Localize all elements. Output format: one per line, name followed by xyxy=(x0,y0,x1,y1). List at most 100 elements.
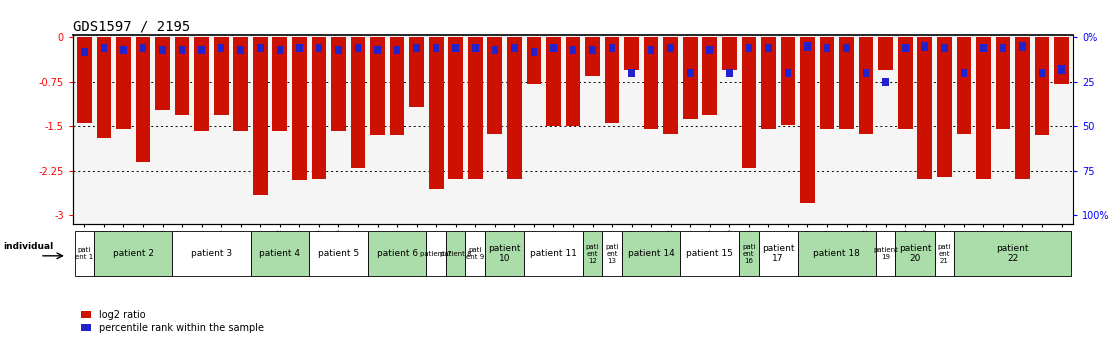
Bar xyxy=(312,38,326,179)
Text: patient
10: patient 10 xyxy=(489,244,521,263)
Bar xyxy=(511,44,518,52)
Bar xyxy=(172,231,250,276)
Bar xyxy=(759,231,798,276)
Bar xyxy=(195,38,209,131)
Bar xyxy=(508,38,522,179)
Bar xyxy=(741,38,756,168)
Bar xyxy=(644,38,659,129)
Text: patient
19: patient 19 xyxy=(873,247,898,260)
Bar xyxy=(875,231,896,276)
Bar xyxy=(624,38,638,70)
Bar xyxy=(622,231,681,276)
Bar xyxy=(179,46,186,54)
Bar xyxy=(683,38,698,119)
Bar xyxy=(331,38,345,131)
Bar xyxy=(433,44,439,52)
Bar xyxy=(628,69,635,77)
Bar xyxy=(531,48,537,56)
Text: pati
ent
12: pati ent 12 xyxy=(586,244,599,264)
Bar xyxy=(155,38,170,110)
Bar xyxy=(550,44,557,52)
Text: patient 15: patient 15 xyxy=(686,249,733,258)
Bar xyxy=(310,231,368,276)
Bar xyxy=(1034,38,1050,135)
Bar xyxy=(898,38,912,129)
Bar xyxy=(819,38,834,129)
Bar xyxy=(335,46,342,54)
Bar xyxy=(785,69,792,77)
Bar xyxy=(429,38,444,189)
Bar xyxy=(804,42,811,50)
Bar xyxy=(453,44,459,52)
Text: individual: individual xyxy=(3,242,54,252)
Text: pati
ent
13: pati ent 13 xyxy=(605,244,618,264)
Bar xyxy=(94,231,172,276)
Bar xyxy=(840,38,854,129)
Bar xyxy=(941,44,948,52)
Text: patient 2: patient 2 xyxy=(113,249,154,258)
Text: patient 8: patient 8 xyxy=(439,250,472,257)
Bar xyxy=(368,231,426,276)
Bar xyxy=(485,231,524,276)
Bar xyxy=(1015,38,1030,179)
Bar xyxy=(472,44,479,52)
Bar xyxy=(234,38,248,131)
Bar xyxy=(954,231,1071,276)
Bar xyxy=(739,231,759,276)
Bar xyxy=(896,231,935,276)
Bar xyxy=(746,44,752,52)
Bar xyxy=(116,38,131,129)
Bar xyxy=(780,38,795,125)
Bar xyxy=(370,38,385,135)
Bar xyxy=(585,38,600,76)
Bar xyxy=(582,231,603,276)
Bar xyxy=(487,38,502,134)
Text: patient
17: patient 17 xyxy=(762,244,795,263)
Bar xyxy=(96,38,112,138)
Bar xyxy=(354,44,361,52)
Bar xyxy=(681,231,739,276)
Text: GDS1597 / 2195: GDS1597 / 2195 xyxy=(73,19,190,33)
Bar xyxy=(414,44,420,52)
Bar xyxy=(159,46,165,54)
Bar xyxy=(647,46,654,54)
Text: patient 14: patient 14 xyxy=(628,249,674,258)
Bar xyxy=(976,38,991,179)
Bar xyxy=(375,46,381,54)
Bar xyxy=(937,38,951,177)
Bar xyxy=(765,44,771,52)
Bar xyxy=(1020,42,1026,50)
Bar xyxy=(863,69,870,77)
Text: patient 3: patient 3 xyxy=(191,249,233,258)
Legend: log2 ratio, percentile rank within the sample: log2 ratio, percentile rank within the s… xyxy=(77,306,268,337)
Bar xyxy=(921,42,928,50)
Bar xyxy=(603,231,622,276)
Bar xyxy=(527,38,541,84)
Bar xyxy=(351,38,366,168)
Text: pati
ent 9: pati ent 9 xyxy=(466,247,484,260)
Bar xyxy=(77,38,92,124)
Text: patient 4: patient 4 xyxy=(259,249,301,258)
Bar xyxy=(174,38,189,115)
Bar xyxy=(296,44,303,52)
Bar xyxy=(448,38,463,179)
Text: patient 18: patient 18 xyxy=(814,249,860,258)
Bar xyxy=(546,38,561,126)
Bar xyxy=(605,38,619,124)
Bar xyxy=(824,44,831,52)
Bar xyxy=(468,38,483,179)
Bar xyxy=(218,44,225,52)
Bar xyxy=(722,38,737,70)
Text: pati
ent 1: pati ent 1 xyxy=(75,247,94,260)
Bar xyxy=(426,231,446,276)
Bar xyxy=(843,44,850,52)
Text: patient 5: patient 5 xyxy=(318,249,359,258)
Bar xyxy=(394,46,400,54)
Bar xyxy=(140,44,146,52)
Text: pati
ent
16: pati ent 16 xyxy=(742,244,756,264)
Bar xyxy=(1054,38,1069,84)
Bar xyxy=(667,44,674,52)
Bar xyxy=(257,44,264,52)
Bar xyxy=(859,38,873,134)
Bar xyxy=(935,231,954,276)
